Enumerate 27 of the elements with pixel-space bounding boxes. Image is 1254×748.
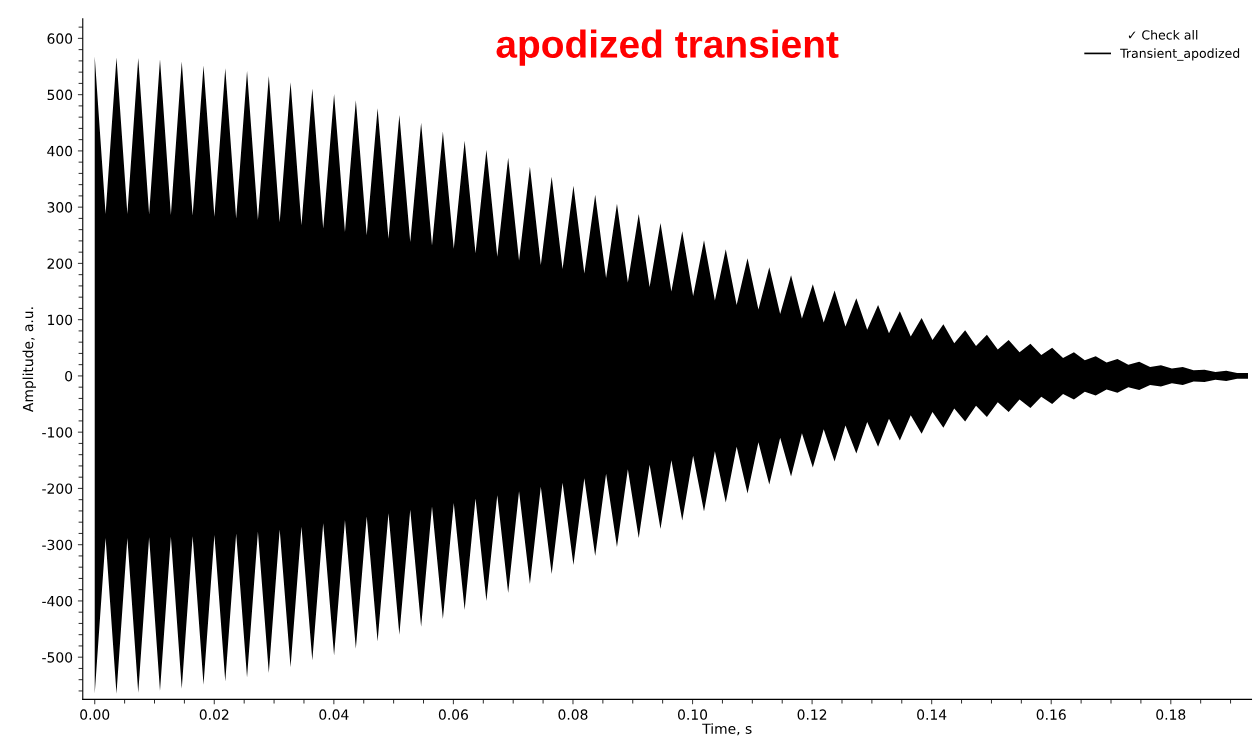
x-tick-label: 0.04	[319, 709, 349, 720]
chart-title: apodized transient	[496, 29, 839, 66]
y-tick-label: -500	[42, 652, 73, 663]
y-tick-label: -300	[42, 539, 73, 551]
y-tick-label: 200	[47, 258, 73, 269]
x-tick-label: 0.14	[917, 709, 947, 720]
x-tick-label: 0.16	[1036, 709, 1066, 720]
x-tick-label: 0.00	[80, 709, 110, 720]
x-tick-label: 0.18	[1156, 709, 1186, 720]
legend-label: Transient_apodized	[1120, 48, 1240, 61]
y-axis-title: Amplitude, a.u.	[22, 307, 36, 412]
x-tick-label: 0.08	[558, 709, 588, 720]
y-tick-label: 400	[47, 145, 73, 157]
y-tick-label: 100	[48, 314, 73, 326]
y-tick-label: 500	[47, 89, 73, 101]
x-tick-label: 0.06	[438, 709, 468, 720]
x-tick-label: 0.02	[199, 709, 229, 720]
y-tick-label: -400	[42, 595, 73, 607]
legend-title: ✓ Check all	[1128, 29, 1198, 40]
y-tick-label: -200	[42, 483, 73, 494]
y-tick-label: 300	[47, 202, 73, 213]
y-tick-label: 0	[65, 370, 73, 382]
y-tick-label: 600	[47, 33, 73, 44]
x-axis-title: Time, s	[702, 723, 752, 736]
x-tick-label: 0.12	[797, 709, 827, 720]
y-tick-label: -100	[42, 427, 73, 438]
x-tick-label: 0.10	[677, 709, 708, 720]
